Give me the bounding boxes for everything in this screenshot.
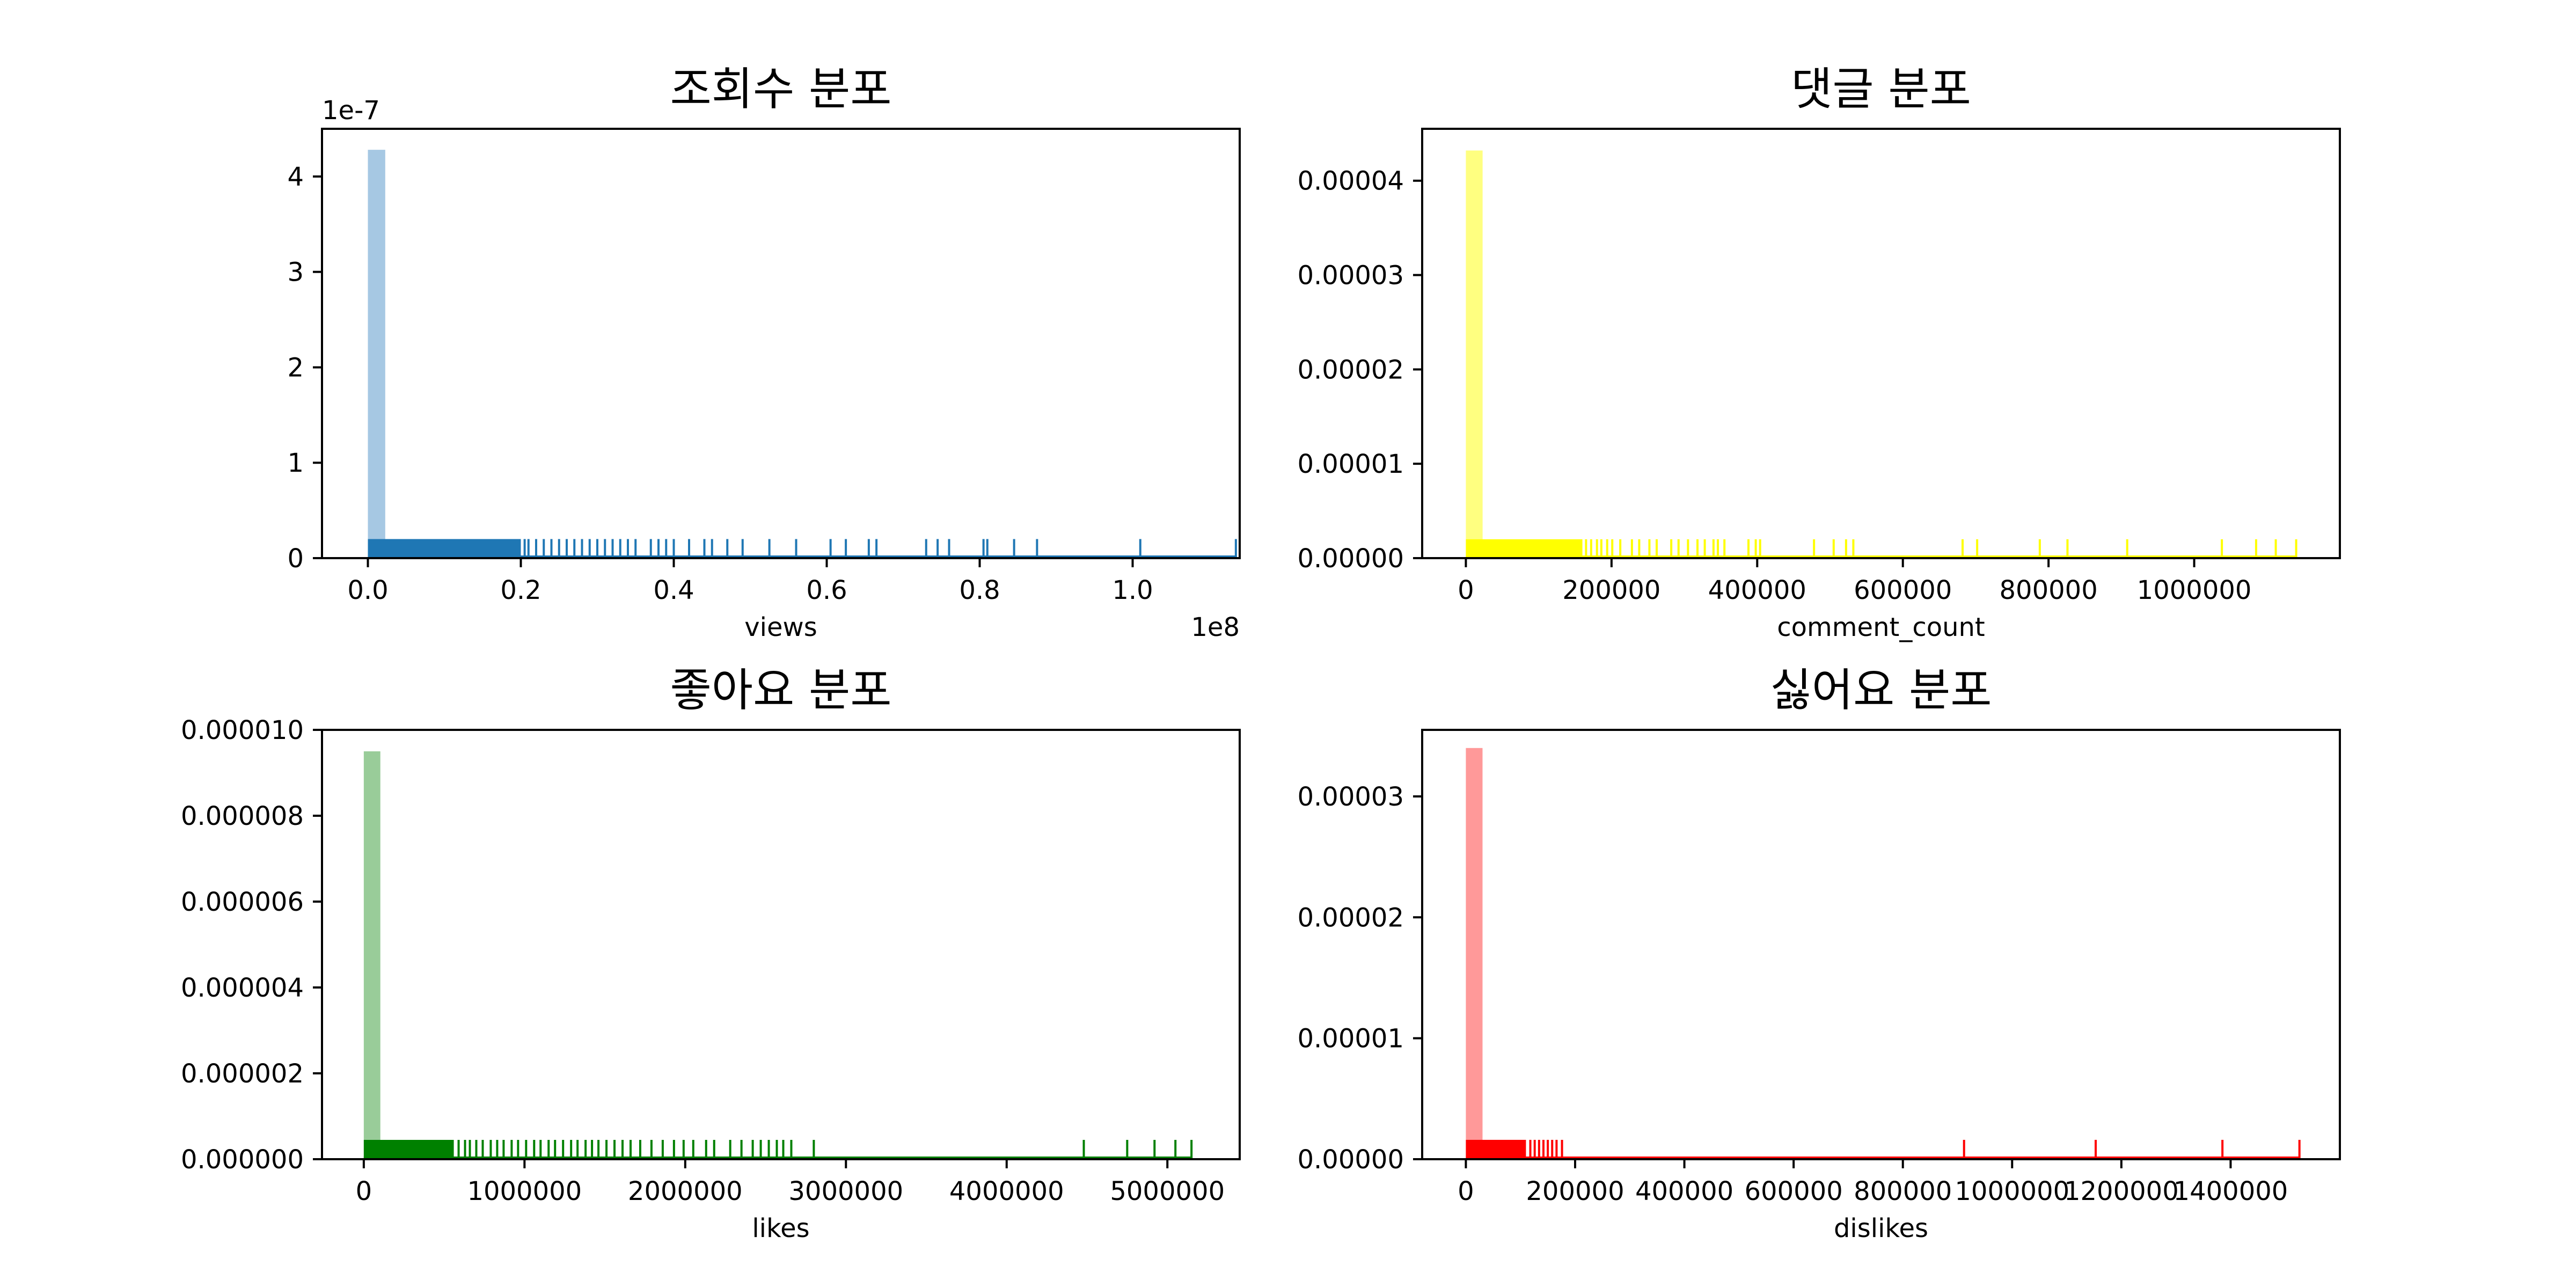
x-tick-label: 0 <box>1458 1176 1474 1206</box>
x-tick-label: 0 <box>1458 575 1474 605</box>
x-tick-label: 1000000 <box>2137 575 2252 605</box>
y-tick-label: 0 <box>287 544 304 574</box>
x-tick-label: 1400000 <box>2174 1176 2288 1206</box>
x-tick-label: 0 <box>356 1176 372 1206</box>
y-tick-label: 0.00000 <box>1298 1145 1404 1175</box>
rug-marks <box>368 539 1237 558</box>
y-tick-label: 0.000004 <box>181 973 304 1003</box>
axes-frame <box>321 128 1241 559</box>
x-axis-ticks: 0 200000 400000 600000 800000 1000000 <box>1458 558 2251 605</box>
y-tick-label: 0.00002 <box>1298 903 1404 933</box>
axes-frame <box>1421 128 2341 559</box>
x-tick-label: 5000000 <box>1110 1176 1225 1206</box>
x-tick-label: 1000000 <box>1955 1176 2069 1206</box>
subplot-title: 싫어요 분포 <box>1770 664 1992 716</box>
x-tick-label: 400000 <box>1635 1176 1733 1206</box>
subplot-dislikes: 싫어요 분포 dislikes 0 200000 400000 600000 80000… <box>1298 664 2341 1243</box>
x-tick-label: 0.4 <box>653 575 694 605</box>
x-tick-label: 1000000 <box>467 1176 582 1206</box>
x-axis-label: likes <box>752 1213 809 1243</box>
y-tick-label: 4 <box>287 162 304 192</box>
y-axis-ticks: 0.000000 0.000002 0.000004 0.000006 0.000008… <box>181 715 322 1175</box>
histogram-bar <box>363 751 380 1159</box>
subplot-title: 댓글 분포 <box>1791 63 1971 115</box>
rug-dense-band <box>363 1140 454 1159</box>
x-tick-label: 2000000 <box>628 1176 743 1206</box>
x-tick-label: 400000 <box>1708 575 1806 605</box>
y-tick-label: 2 <box>287 353 304 383</box>
histogram-bars <box>1466 748 1483 1159</box>
rug-dense-band <box>368 539 521 558</box>
y-axis-ticks: 0.00000 0.00001 0.00002 0.00003 <box>1298 782 1422 1175</box>
x-tick-label: 1.0 <box>1112 575 1153 605</box>
x-axis-label: dislikes <box>1834 1213 1928 1243</box>
y-tick-label: 0.00000 <box>1298 544 1404 574</box>
y-tick-label: 0.000010 <box>181 715 304 745</box>
rug-dense-band <box>1466 539 1583 558</box>
y-tick-label: 0.00001 <box>1298 1024 1404 1054</box>
x-tick-label: 200000 <box>1526 1176 1624 1206</box>
y-tick-label: 0.000000 <box>181 1145 304 1175</box>
histogram-bar <box>1466 150 1483 558</box>
axes-frame <box>1421 729 2341 1160</box>
histogram-bars <box>368 150 385 559</box>
rug-marks <box>363 1140 1193 1159</box>
y-offset-label: 1e-7 <box>322 96 380 126</box>
x-tick-label: 0.0 <box>347 575 388 605</box>
x-tick-label: 0.2 <box>500 575 541 605</box>
y-tick-label: 0.00004 <box>1298 166 1404 196</box>
x-tick-label: 0.6 <box>806 575 847 605</box>
y-tick-label: 0.00003 <box>1298 782 1404 812</box>
subplot-title: 좋아요 분포 <box>670 664 891 716</box>
x-tick-label: 200000 <box>1562 575 1660 605</box>
y-tick-label: 0.000008 <box>181 801 304 831</box>
y-tick-label: 0.00003 <box>1298 261 1404 291</box>
y-axis-ticks: 0 1 2 3 4 <box>287 162 322 574</box>
x-axis-ticks: 0 1000000 2000000 3000000 4000000 5000000 <box>356 1159 1225 1206</box>
y-tick-label: 0.00001 <box>1298 449 1404 479</box>
x-tick-label: 3000000 <box>788 1176 903 1206</box>
subplot-comment-count: 댓글 분포 comment_count 0 200000 400000 600000 8… <box>1298 63 2341 642</box>
x-tick-label: 4000000 <box>949 1176 1064 1206</box>
rug-marks <box>1466 1139 2301 1159</box>
y-tick-label: 0.000002 <box>181 1059 304 1089</box>
x-tick-label: 600000 <box>1745 1176 1843 1206</box>
y-tick-label: 0.00002 <box>1298 355 1404 385</box>
x-axis-label: views <box>744 612 817 642</box>
x-offset-label: 1e8 <box>1191 612 1240 642</box>
y-tick-label: 1 <box>287 448 304 478</box>
x-axis-ticks: 0 200000 400000 600000 800000 100000012000001… <box>1458 1159 2288 1206</box>
subplot-likes: 좋아요 분포 likes 0 1000000 2000000 3000000 40000… <box>181 664 1241 1243</box>
histogram-bar <box>1466 748 1483 1159</box>
rug-marks <box>1466 539 2297 558</box>
histogram-bars <box>1466 150 1483 558</box>
y-tick-label: 0.000006 <box>181 887 304 917</box>
x-axis-label: comment_count <box>1777 612 1985 642</box>
histogram-bars <box>363 751 380 1159</box>
axes-frame <box>321 729 1241 1160</box>
y-tick-label: 3 <box>287 258 304 288</box>
x-tick-label: 800000 <box>1854 1176 1952 1206</box>
x-tick-label: 1200000 <box>2064 1176 2179 1206</box>
subplot-views: 조회수 분포 views 1e8 1e-7 0.0 0.2 0.4 0.6 0.8 1.0… <box>287 63 1241 642</box>
rug-dense-band <box>1466 1139 1526 1159</box>
y-axis-ticks: 0.00000 0.00001 0.00002 0.00003 0.00004 <box>1298 166 1422 574</box>
x-tick-label: 0.8 <box>959 575 1000 605</box>
histogram-bar <box>368 150 385 559</box>
x-tick-label: 800000 <box>2000 575 2098 605</box>
x-tick-label: 600000 <box>1854 575 1952 605</box>
subplot-title: 조회수 분포 <box>670 63 891 115</box>
x-axis-ticks: 0.0 0.2 0.4 0.6 0.8 1.0 <box>347 558 1153 605</box>
